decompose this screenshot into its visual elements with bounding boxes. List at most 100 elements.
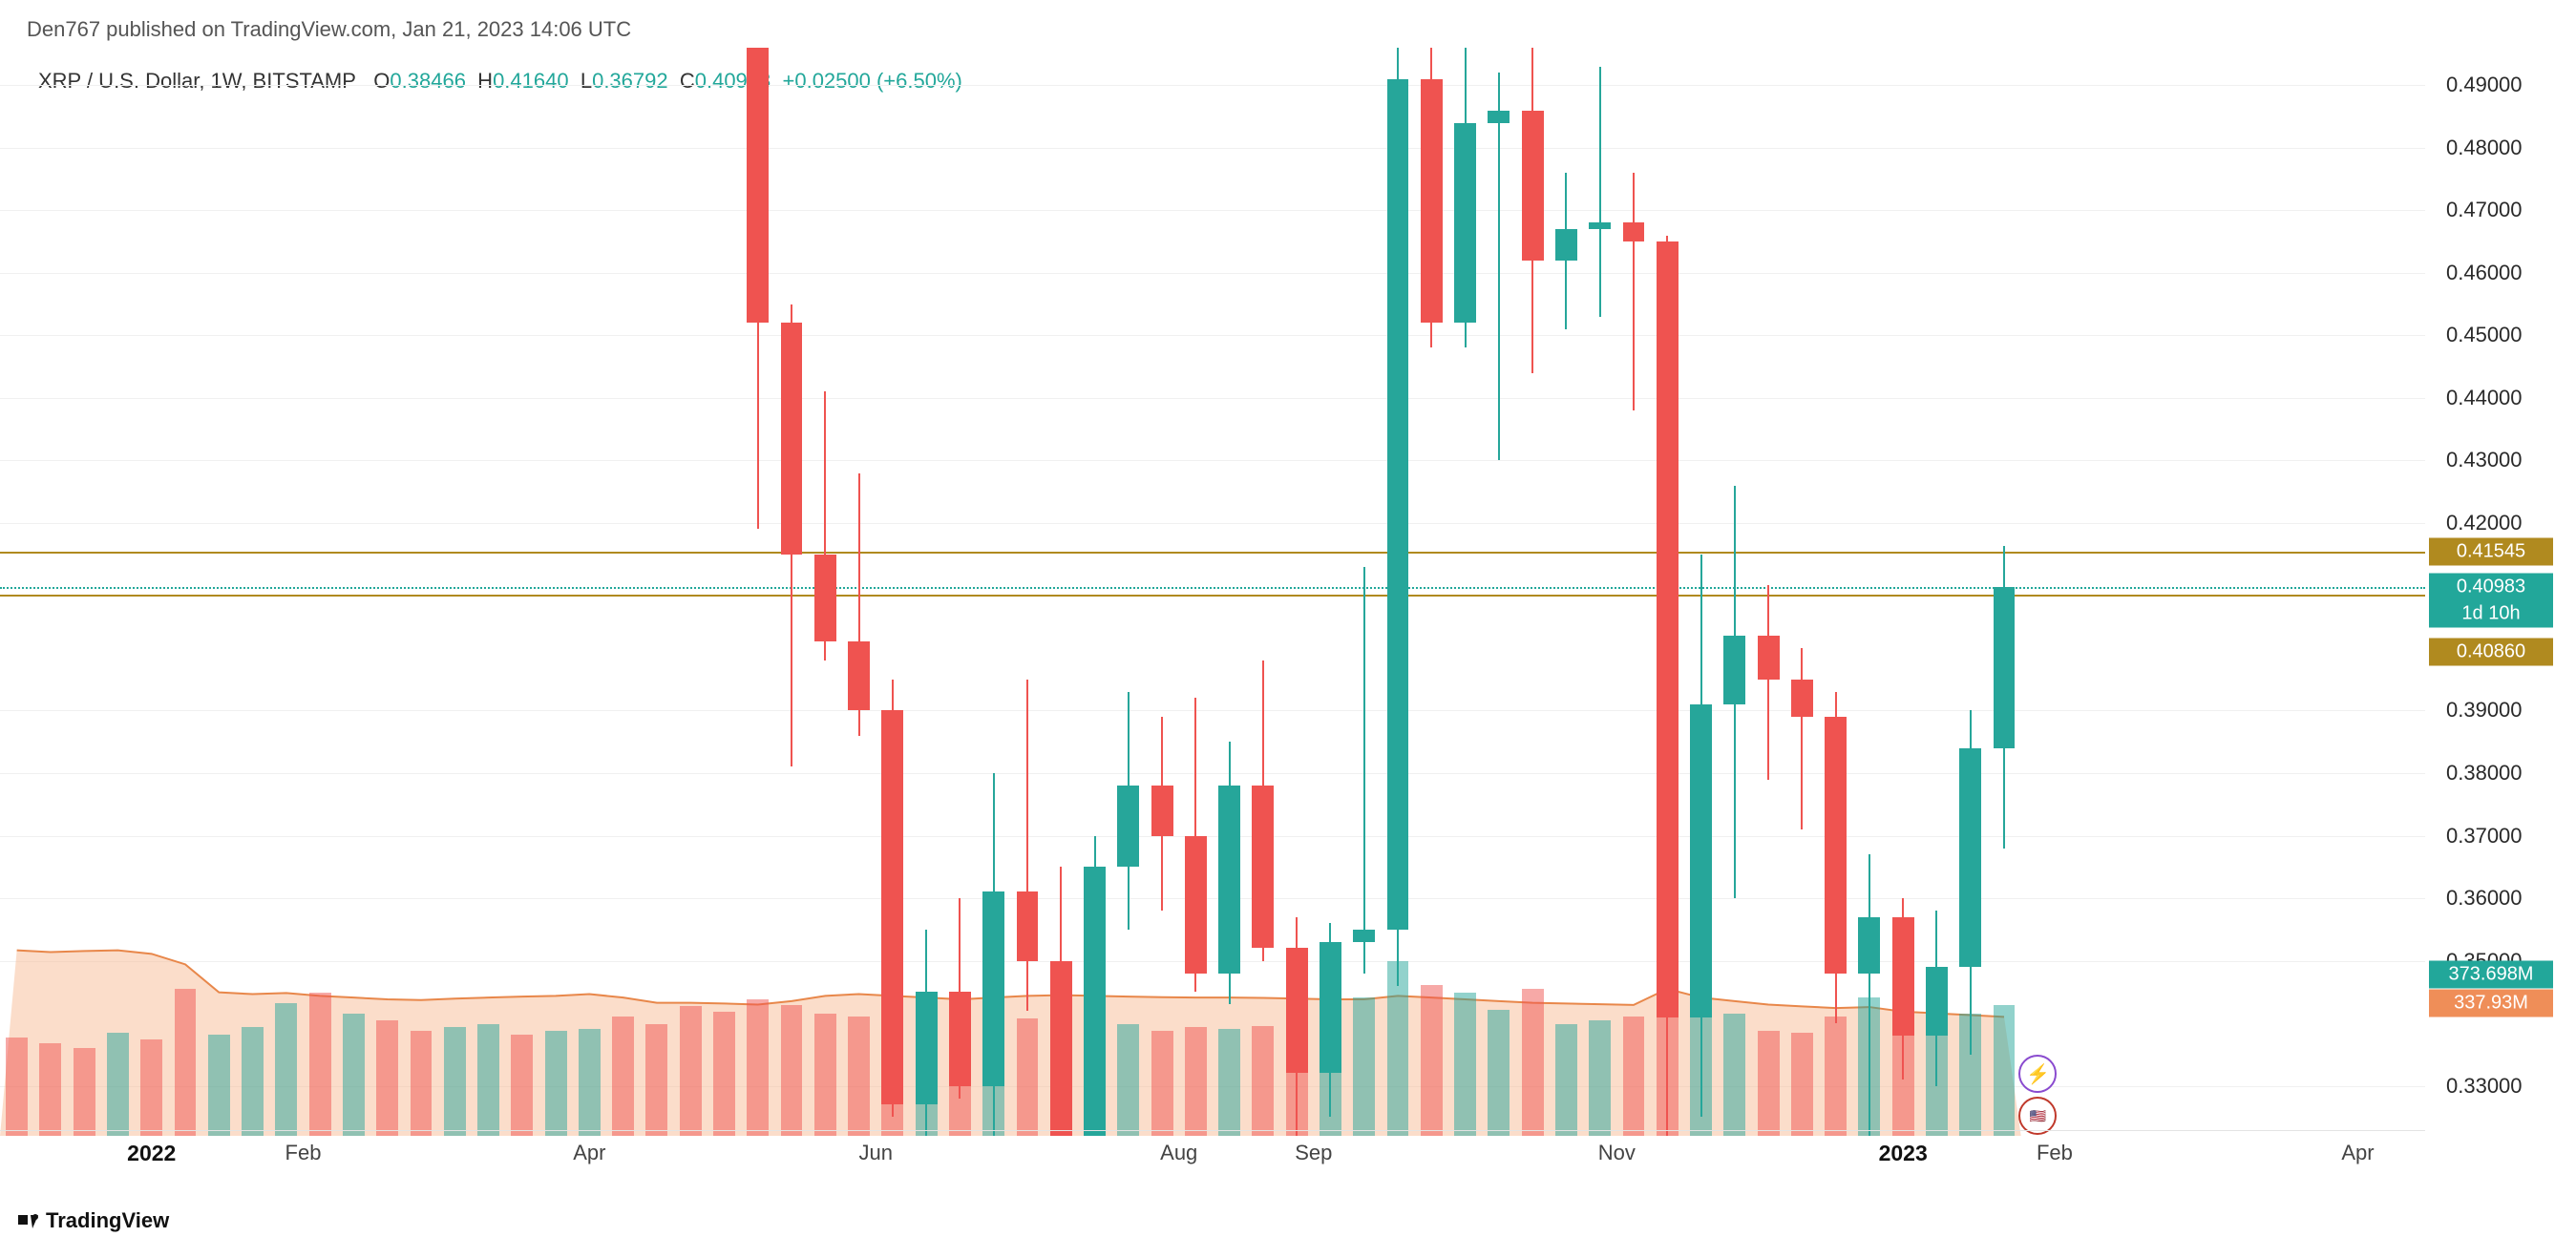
- y-tick-label: 0.49000: [2446, 73, 2523, 97]
- price-badge: 1d 10h: [2429, 599, 2553, 627]
- candle: [1892, 48, 1914, 1136]
- candle: [1252, 48, 1274, 1136]
- volume-bar: [612, 1017, 634, 1136]
- candle: [1858, 48, 1880, 1136]
- volume-bar: [242, 1027, 264, 1136]
- volume-bar: [107, 1033, 129, 1136]
- price-badge: 0.40860: [2429, 638, 2553, 665]
- header-text: Den767 published on TradingView.com, Jan…: [27, 17, 631, 42]
- x-tick-label: 2022: [127, 1141, 176, 1166]
- candle: [1218, 48, 1240, 1136]
- candle: [1421, 48, 1443, 1136]
- candle: [814, 48, 836, 1136]
- x-tick-label: Sep: [1295, 1141, 1332, 1165]
- volume-bar: [579, 1029, 601, 1136]
- y-tick-label: 0.47000: [2446, 198, 2523, 222]
- candle: [1723, 48, 1745, 1136]
- candle: [1690, 48, 1712, 1136]
- event-icons[interactable]: ⚡ 🇺🇸: [2018, 1055, 2057, 1139]
- x-tick-label: Feb: [2037, 1141, 2073, 1165]
- candle: [1522, 48, 1544, 1136]
- candle: [1320, 48, 1341, 1136]
- volume-bar: [6, 1038, 28, 1136]
- y-tick-label: 0.33000: [2446, 1074, 2523, 1099]
- volume-bar: [680, 1006, 702, 1136]
- candle: [1454, 48, 1476, 1136]
- volume-bar: [645, 1024, 667, 1136]
- candle: [1488, 48, 1510, 1136]
- y-tick-label: 0.46000: [2446, 261, 2523, 285]
- candle: [1994, 48, 2016, 1136]
- tradingview-icon: [17, 1209, 40, 1232]
- candle: [1017, 48, 1039, 1136]
- price-badge: 0.41545: [2429, 537, 2553, 565]
- volume-bar: [713, 1012, 735, 1136]
- x-tick-label: Apr: [573, 1141, 605, 1165]
- volume-bar: [343, 1014, 365, 1136]
- candle: [1185, 48, 1207, 1136]
- candle: [1117, 48, 1139, 1136]
- x-tick-label: Apr: [2341, 1141, 2374, 1165]
- volume-area: [0, 48, 2425, 1136]
- candle: [1657, 48, 1679, 1136]
- y-tick-label: 0.36000: [2446, 886, 2523, 911]
- chart-area[interactable]: ⚡ 🇺🇸: [0, 48, 2425, 1136]
- volume-bar: [477, 1024, 499, 1136]
- x-tick-label: 2023: [1879, 1141, 1928, 1166]
- volume-bar: [411, 1031, 433, 1136]
- y-tick-label: 0.44000: [2446, 386, 2523, 410]
- candle: [1555, 48, 1577, 1136]
- candle: [1084, 48, 1106, 1136]
- y-tick-label: 0.48000: [2446, 136, 2523, 160]
- x-tick-label: Aug: [1160, 1141, 1197, 1165]
- candle: [982, 48, 1004, 1136]
- y-tick-label: 0.45000: [2446, 323, 2523, 347]
- candle: [1387, 48, 1409, 1136]
- volume-badge: 337.93M: [2429, 990, 2553, 1017]
- volume-bar: [275, 1003, 297, 1136]
- candle: [747, 48, 769, 1136]
- candle: [1959, 48, 1981, 1136]
- candle: [1623, 48, 1645, 1136]
- y-tick-label: 0.42000: [2446, 511, 2523, 535]
- volume-bar: [208, 1035, 230, 1136]
- volume-bar: [309, 993, 331, 1136]
- volume-bar: [444, 1027, 466, 1136]
- candle: [1353, 48, 1375, 1136]
- volume-badge: 373.698M: [2429, 961, 2553, 989]
- volume-bar: [140, 1039, 162, 1136]
- price-badge: 0.40983: [2429, 573, 2553, 600]
- candle: [1758, 48, 1780, 1136]
- candle: [1791, 48, 1813, 1136]
- y-tick-label: 0.37000: [2446, 824, 2523, 849]
- bolt-icon[interactable]: ⚡: [2018, 1055, 2057, 1093]
- candle: [1286, 48, 1308, 1136]
- candle: [1589, 48, 1611, 1136]
- volume-bar: [545, 1031, 567, 1136]
- candle: [1050, 48, 1072, 1136]
- x-tick-label: Jun: [858, 1141, 892, 1165]
- candle: [916, 48, 938, 1136]
- y-tick-label: 0.39000: [2446, 698, 2523, 723]
- volume-bar: [376, 1020, 398, 1136]
- volume-bar: [74, 1048, 95, 1136]
- candle: [949, 48, 971, 1136]
- candle: [881, 48, 903, 1136]
- flag-icon[interactable]: 🇺🇸: [2018, 1097, 2057, 1135]
- y-tick-label: 0.43000: [2446, 448, 2523, 472]
- candle: [1151, 48, 1173, 1136]
- x-tick-label: Feb: [285, 1141, 322, 1165]
- footer-logo[interactable]: TradingView: [17, 1208, 169, 1233]
- candle: [781, 48, 803, 1136]
- candle: [1825, 48, 1847, 1136]
- x-tick-label: Nov: [1598, 1141, 1636, 1165]
- volume-bar: [511, 1035, 533, 1136]
- x-axis: 2022 Feb Apr Jun Aug Sep Nov 2023 Feb Apr: [0, 1130, 2425, 1174]
- candle: [848, 48, 870, 1136]
- volume-bar: [39, 1043, 61, 1136]
- footer-label: TradingView: [46, 1208, 169, 1233]
- candle: [1926, 48, 1948, 1136]
- y-axis: 0.49000 0.48000 0.47000 0.46000 0.45000 0.440…: [2425, 48, 2576, 1136]
- y-tick-label: 0.38000: [2446, 761, 2523, 786]
- volume-bar: [175, 989, 197, 1136]
